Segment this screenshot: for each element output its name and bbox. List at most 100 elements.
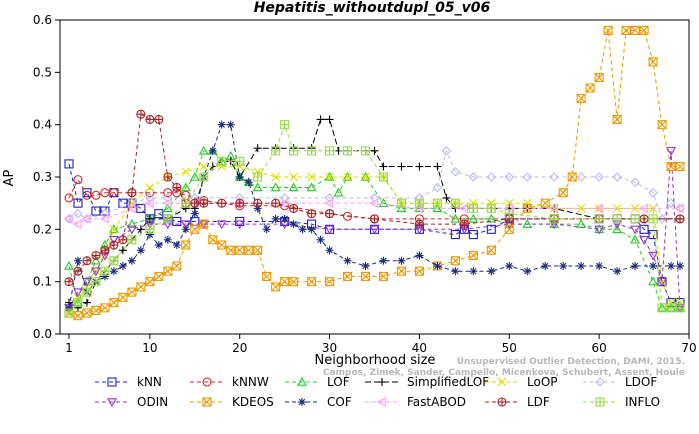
data-point-inflo <box>100 266 110 276</box>
data-point-ldf <box>136 109 146 119</box>
legend-item-inflo: INFLO <box>583 395 660 409</box>
data-point-ldof <box>504 172 515 182</box>
data-point-ldof <box>73 208 83 219</box>
data-point-inflo <box>648 214 658 224</box>
data-point-ldf <box>459 219 469 229</box>
data-point-kdeos <box>244 245 254 255</box>
data-point-ldf <box>253 198 263 208</box>
x-tick-label: 1 <box>65 341 73 355</box>
data-point-cof <box>73 256 82 265</box>
data-point-kdeos <box>576 93 586 104</box>
data-point-kdeos <box>199 219 209 229</box>
data-point-cof <box>154 241 163 250</box>
data-point-ldf <box>271 198 281 208</box>
data-point-knnw <box>109 188 119 198</box>
data-point-cof <box>649 261 658 270</box>
data-point-kdeos <box>271 282 281 292</box>
data-point-ldf <box>675 214 685 224</box>
data-point-simplifiedlof <box>442 193 451 202</box>
data-point-inflo <box>280 120 290 130</box>
data-point-fastabod <box>144 198 154 209</box>
legend-label: LOF <box>327 375 350 389</box>
data-point-kdeos <box>378 271 389 281</box>
data-point-cof <box>451 267 460 276</box>
data-point-odin <box>126 225 137 235</box>
data-point-knnw <box>100 188 110 198</box>
y-tick-label: 0.5 <box>33 65 52 79</box>
legend-marker-ldof <box>595 377 605 387</box>
legend-label: FastABOD <box>407 395 466 409</box>
data-point-ldf <box>325 209 335 219</box>
data-point-lof <box>486 213 497 223</box>
data-point-ldof <box>468 172 479 182</box>
data-point-inflo <box>271 146 281 156</box>
legend-item-loop: LoOP <box>485 375 558 389</box>
legend-marker-odin <box>107 398 117 408</box>
legend-item-simplifiedlof: SimplifiedLOF <box>365 375 489 389</box>
data-point-ldf <box>154 114 164 124</box>
data-point-cof <box>541 261 550 270</box>
x-tick-label: 40 <box>412 341 427 355</box>
data-point-ldof <box>450 166 461 177</box>
data-point-cof <box>127 256 136 265</box>
series-odin <box>64 147 685 313</box>
series-ldof <box>64 146 685 224</box>
data-point-kdeos <box>657 120 667 130</box>
data-point-loop <box>666 298 676 307</box>
data-point-ldof <box>127 198 137 208</box>
data-point-simplifiedlof <box>415 162 424 171</box>
data-point-ldof <box>594 172 604 182</box>
data-point-odin <box>324 225 335 235</box>
data-point-lof <box>252 182 263 192</box>
data-point-fastabod <box>279 198 289 209</box>
legend: kNN kNNW LOF SimplifiedLOF LoOP LDOF ODIN KDEOS… <box>95 375 660 409</box>
data-point-lof <box>126 218 137 228</box>
data-point-simplifiedlof <box>316 115 325 124</box>
legend-marker-kdeos <box>202 397 212 407</box>
data-point-knn <box>136 203 146 213</box>
data-point-inflo <box>504 209 514 219</box>
data-point-ldof <box>369 193 380 203</box>
data-point-ldf <box>91 250 101 261</box>
data-point-cof <box>118 261 127 270</box>
data-point-simplifiedlof <box>82 298 91 307</box>
data-point-simplifiedlof <box>136 225 145 234</box>
data-point-ldf <box>369 214 380 224</box>
series-line-cof <box>68 124 680 308</box>
data-point-lof <box>198 145 209 155</box>
x-axis: 1 10 20 30 40 50 60 70 <box>65 334 697 355</box>
x-tick-label: 50 <box>502 341 517 355</box>
data-point-loop <box>145 183 155 192</box>
x-tick-label: 20 <box>232 341 247 355</box>
legend-marker-knnw <box>202 377 212 387</box>
data-point-kdeos <box>118 292 128 302</box>
data-point-knn <box>450 230 460 240</box>
data-point-ldf <box>64 277 74 287</box>
data-point-cof <box>523 267 532 276</box>
data-point-lof <box>612 224 623 234</box>
data-point-cof <box>667 261 676 270</box>
data-point-simplifiedlof <box>325 115 334 124</box>
data-point-cof <box>469 267 478 276</box>
data-point-kdeos <box>91 305 101 316</box>
y-tick-label: 0.6 <box>33 13 52 27</box>
data-point-ldf <box>190 198 200 208</box>
data-point-loop <box>289 172 299 182</box>
y-tick-label: 0.3 <box>33 170 52 184</box>
data-point-ldf <box>414 219 424 229</box>
data-point-kdeos <box>262 271 272 281</box>
data-point-ldf <box>307 209 317 219</box>
data-point-inflo <box>396 198 407 208</box>
data-point-kdeos <box>145 277 155 287</box>
data-point-loop <box>307 172 316 182</box>
x-tick-label: 30 <box>322 341 337 355</box>
data-point-kdeos <box>594 73 604 83</box>
data-point-inflo <box>307 146 317 156</box>
data-point-kdeos <box>163 266 173 276</box>
legend-marker-lof <box>297 376 307 386</box>
chart-title: Hepatitis_withoutdupl_05_v06 <box>254 0 491 16</box>
legend-marker-knn <box>107 377 117 387</box>
data-point-knnw <box>73 175 83 185</box>
legend-label: LDOF <box>625 375 657 389</box>
data-point-lof <box>108 224 119 234</box>
